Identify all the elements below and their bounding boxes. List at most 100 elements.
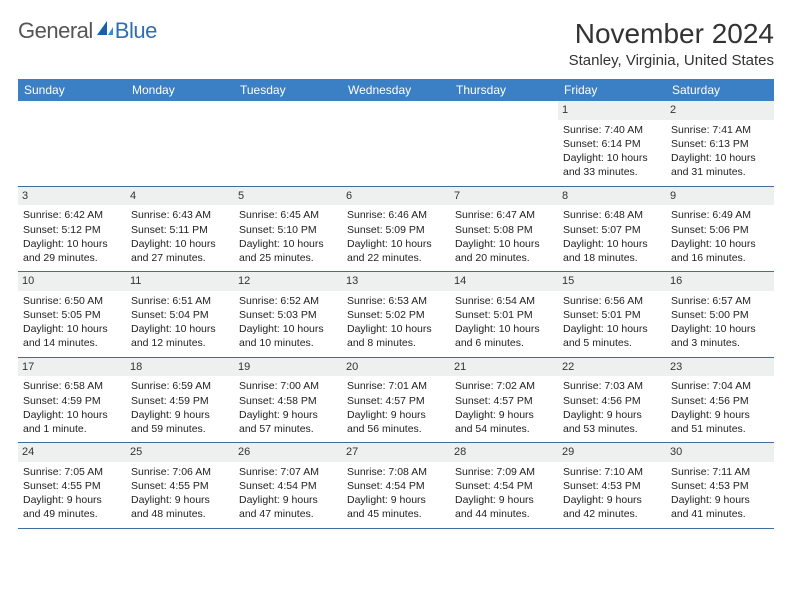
day-info-line: Daylight: 9 hours: [455, 408, 553, 422]
day-info-line: Sunset: 4:59 PM: [131, 394, 229, 408]
day-number: 7: [450, 187, 558, 206]
day-number: 20: [342, 358, 450, 377]
day-cell: 23 Sunrise: 7:04 AMSunset: 4:56 PMDayligh…: [666, 358, 774, 443]
day-info-line: Sunrise: 7:03 AM: [563, 379, 661, 393]
day-info-line: Sunrise: 7:11 AM: [671, 465, 769, 479]
day-cell: 25Sunrise: 7:06 AMSunset: 4:55 PMDayligh…: [126, 443, 234, 528]
day-info-line: Sunrise: 6:52 AM: [239, 294, 337, 308]
day-number: 3: [18, 187, 126, 206]
weekday-header: Wednesday: [342, 79, 450, 101]
day-info-line: Sunrise: 6:42 AM: [23, 208, 121, 222]
weekday-header: Monday: [126, 79, 234, 101]
day-info-line: Sunrise: 6:54 AM: [455, 294, 553, 308]
day-cell: 12Sunrise: 6:52 AMSunset: 5:03 PMDayligh…: [234, 272, 342, 357]
day-number: 26: [234, 443, 342, 462]
day-info-line: Sunset: 4:56 PM: [671, 394, 769, 408]
day-info-line: Sunrise: 6:50 AM: [23, 294, 121, 308]
day-cell: 24Sunrise: 7:05 AMSunset: 4:55 PMDayligh…: [18, 443, 126, 528]
day-info-line: Daylight: 9 hours: [347, 493, 445, 507]
day-cell: [18, 101, 126, 186]
week-row: 10Sunrise: 6:50 AMSunset: 5:05 PMDayligh…: [18, 272, 774, 358]
day-number: 16: [666, 272, 774, 291]
day-info-line: Sunrise: 6:59 AM: [131, 379, 229, 393]
day-info-line: Sunset: 5:05 PM: [23, 308, 121, 322]
day-info-line: and 14 minutes.: [23, 336, 121, 350]
day-info-line: and 22 minutes.: [347, 251, 445, 265]
day-number: 23: [666, 358, 774, 377]
month-title: November 2024: [569, 18, 774, 50]
logo-text-blue: Blue: [115, 18, 157, 44]
day-number: 29: [558, 443, 666, 462]
day-number: 30: [666, 443, 774, 462]
day-info-line: Daylight: 10 hours: [131, 322, 229, 336]
weeks-container: 1Sunrise: 7:40 AMSunset: 6:14 PMDaylight…: [18, 101, 774, 529]
day-cell: 15Sunrise: 6:56 AMSunset: 5:01 PMDayligh…: [558, 272, 666, 357]
day-number: 5: [234, 187, 342, 206]
day-cell: 3 Sunrise: 6:42 AMSunset: 5:12 PMDaylight…: [18, 187, 126, 272]
day-info-line: and 59 minutes.: [131, 422, 229, 436]
day-info-line: Sunrise: 7:09 AM: [455, 465, 553, 479]
weekday-header: Tuesday: [234, 79, 342, 101]
day-info-line: and 29 minutes.: [23, 251, 121, 265]
day-info-line: and 49 minutes.: [23, 507, 121, 521]
day-info-line: Sunset: 5:10 PM: [239, 223, 337, 237]
day-number: 13: [342, 272, 450, 291]
day-info-line: Sunset: 4:55 PM: [131, 479, 229, 493]
day-info-line: Daylight: 10 hours: [239, 322, 337, 336]
day-info-line: Daylight: 9 hours: [347, 408, 445, 422]
day-info-line: Sunrise: 6:43 AM: [131, 208, 229, 222]
day-info-line: Sunrise: 6:58 AM: [23, 379, 121, 393]
day-info-line: and 16 minutes.: [671, 251, 769, 265]
day-cell: 5Sunrise: 6:45 AMSunset: 5:10 PMDaylight…: [234, 187, 342, 272]
day-info-line: and 33 minutes.: [563, 165, 661, 179]
day-cell: 16Sunrise: 6:57 AMSunset: 5:00 PMDayligh…: [666, 272, 774, 357]
day-cell: 26 Sunrise: 7:07 AMSunset: 4:54 PMDayligh…: [234, 443, 342, 528]
day-info-line: Sunset: 4:53 PM: [563, 479, 661, 493]
day-info-line: Sunset: 5:11 PM: [131, 223, 229, 237]
calendar-grid: SundayMondayTuesdayWednesdayThursdayFrid…: [18, 79, 774, 529]
day-info-line: Sunrise: 7:07 AM: [239, 465, 337, 479]
day-info-line: Sunset: 4:57 PM: [347, 394, 445, 408]
day-info-line: and 48 minutes.: [131, 507, 229, 521]
day-info-line: Daylight: 9 hours: [239, 493, 337, 507]
day-info-line: Sunrise: 7:05 AM: [23, 465, 121, 479]
day-cell: 30Sunrise: 7:11 AMSunset: 4:53 PMDayligh…: [666, 443, 774, 528]
day-info-line: Daylight: 9 hours: [671, 408, 769, 422]
day-info-line: and 27 minutes.: [131, 251, 229, 265]
day-cell: 18Sunrise: 6:59 AMSunset: 4:59 PMDayligh…: [126, 358, 234, 443]
day-info-line: Daylight: 10 hours: [131, 237, 229, 251]
day-info-line: Sunrise: 6:51 AM: [131, 294, 229, 308]
day-info-line: Sunrise: 7:00 AM: [239, 379, 337, 393]
day-cell: 28Sunrise: 7:09 AMSunset: 4:54 PMDayligh…: [450, 443, 558, 528]
day-info-line: Sunrise: 7:04 AM: [671, 379, 769, 393]
day-cell: 1Sunrise: 7:40 AMSunset: 6:14 PMDaylight…: [558, 101, 666, 186]
day-info-line: Sunrise: 6:53 AM: [347, 294, 445, 308]
day-number: 24: [18, 443, 126, 462]
day-info-line: and 12 minutes.: [131, 336, 229, 350]
day-number: 15: [558, 272, 666, 291]
day-info-line: Sunset: 4:57 PM: [455, 394, 553, 408]
day-info-line: Daylight: 9 hours: [23, 493, 121, 507]
day-cell: 19Sunrise: 7:00 AMSunset: 4:58 PMDayligh…: [234, 358, 342, 443]
day-info-line: and 53 minutes.: [563, 422, 661, 436]
day-number: 22: [558, 358, 666, 377]
day-number: 28: [450, 443, 558, 462]
day-info-line: Daylight: 10 hours: [671, 322, 769, 336]
day-info-line: Sunset: 4:54 PM: [239, 479, 337, 493]
day-cell: 13Sunrise: 6:53 AMSunset: 5:02 PMDayligh…: [342, 272, 450, 357]
day-info-line: Sunset: 5:01 PM: [563, 308, 661, 322]
day-info-line: Sunset: 5:12 PM: [23, 223, 121, 237]
day-info-line: and 25 minutes.: [239, 251, 337, 265]
day-info-line: Daylight: 10 hours: [23, 322, 121, 336]
day-cell: [450, 101, 558, 186]
day-info-line: Daylight: 10 hours: [455, 237, 553, 251]
day-info-line: Daylight: 9 hours: [131, 408, 229, 422]
day-info-line: and 1 minute.: [23, 422, 121, 436]
day-cell: 8Sunrise: 6:48 AMSunset: 5:07 PMDaylight…: [558, 187, 666, 272]
day-info-line: Daylight: 10 hours: [23, 237, 121, 251]
day-info-line: Sunset: 5:06 PM: [671, 223, 769, 237]
day-info-line: Daylight: 10 hours: [23, 408, 121, 422]
day-info-line: Daylight: 10 hours: [347, 322, 445, 336]
day-info-line: and 20 minutes.: [455, 251, 553, 265]
day-info-line: Sunrise: 6:48 AM: [563, 208, 661, 222]
